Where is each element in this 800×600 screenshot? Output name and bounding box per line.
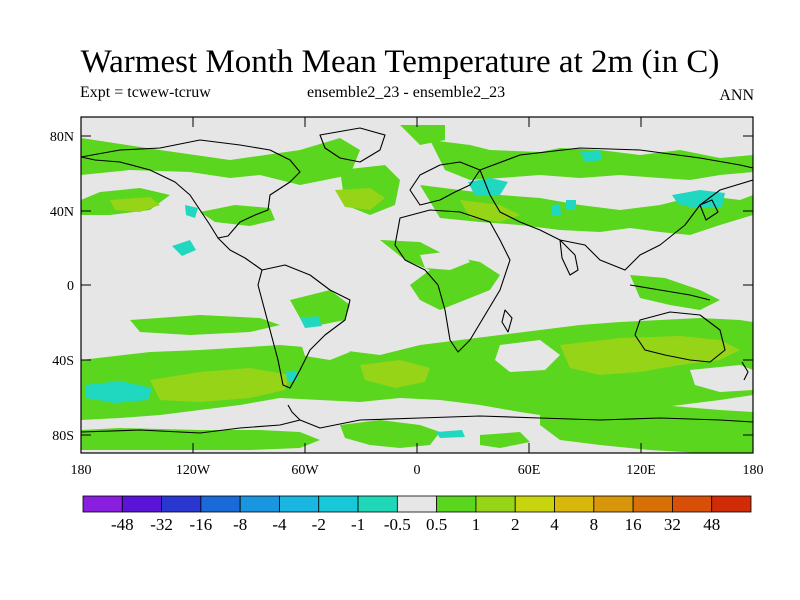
lat-tick-label: 40S (52, 354, 74, 369)
colorbar-box (357, 495, 398, 513)
lat-tick-label: 80N (50, 130, 74, 145)
colorbar-label: -1 (351, 515, 365, 534)
colorbar-box (82, 495, 123, 513)
colorbar-label: -4 (272, 515, 287, 534)
colorbar-label: 2 (511, 515, 520, 534)
colorbar-label: 48 (703, 515, 720, 534)
colorbar-box (161, 495, 202, 513)
colorbar-label: -32 (150, 515, 173, 534)
lat-tick-label: 0 (67, 279, 74, 294)
colorbar-box (514, 495, 555, 513)
colorbar-box (672, 495, 713, 513)
lon-tick-label: 180 (743, 463, 764, 478)
colorbar-label: -48 (111, 515, 134, 534)
warm-anomaly-medium (110, 188, 740, 402)
lon-tick-label: 0 (414, 463, 421, 478)
colorbar-label: 32 (664, 515, 681, 534)
colorbar-box (121, 495, 162, 513)
colorbar-label: 8 (590, 515, 599, 534)
colorbar-label: 0.5 (426, 515, 447, 534)
ensemble-label: ensemble2_23 - ensemble2_23 (307, 84, 506, 101)
colorbar-box (396, 495, 438, 513)
lat-tick-label: 40N (50, 205, 74, 220)
colorbar-box (318, 495, 359, 513)
colorbar-box (711, 495, 752, 513)
lon-tick-label: 120E (626, 463, 656, 478)
anomaly-field (81, 125, 753, 453)
colorbar-label: 4 (550, 515, 559, 534)
lon-tick-label: 60E (518, 463, 541, 478)
colorbar-box (279, 495, 320, 513)
colorbar-box (554, 495, 595, 513)
experiment-label: Expt = tcwew-tcruw (80, 84, 211, 101)
cool-anomaly (85, 150, 725, 438)
colorbar-labels: -48 -32 -16 -8 -4 -2 -1 -0.5 0.5 1 2 4 8 16 32 48 (111, 515, 720, 534)
latitude-axis: 80N 40N 0 40S 80S (50, 130, 753, 444)
coastlines (81, 127, 753, 434)
lon-tick-label: 60W (291, 463, 319, 478)
colorbar-label: -0.5 (384, 515, 411, 534)
colorbar-label: 16 (625, 515, 642, 534)
colorbar-box (200, 495, 241, 513)
colorbar-label: -2 (312, 515, 326, 534)
lon-tick-label: 180 (71, 463, 92, 478)
plot-title: Warmest Month Mean Temperature at 2m (in… (80, 44, 720, 80)
colorbar-box (593, 495, 634, 513)
colorbar-label: -8 (233, 515, 247, 534)
lon-tick-label: 120W (176, 463, 211, 478)
colorbar-box (436, 495, 477, 513)
near-zero-patches (300, 180, 753, 392)
season-label: ANN (719, 87, 754, 104)
longitude-axis: 180 120W 60W 0 60E 120E 180 (71, 117, 764, 478)
colorbar (82, 495, 752, 513)
colorbar-label: 1 (472, 515, 481, 534)
colorbar-box (239, 495, 280, 513)
colorbar-box (632, 495, 673, 513)
colorbar-label: -16 (190, 515, 213, 534)
lat-tick-label: 80S (52, 429, 74, 444)
colorbar-box (475, 495, 516, 513)
